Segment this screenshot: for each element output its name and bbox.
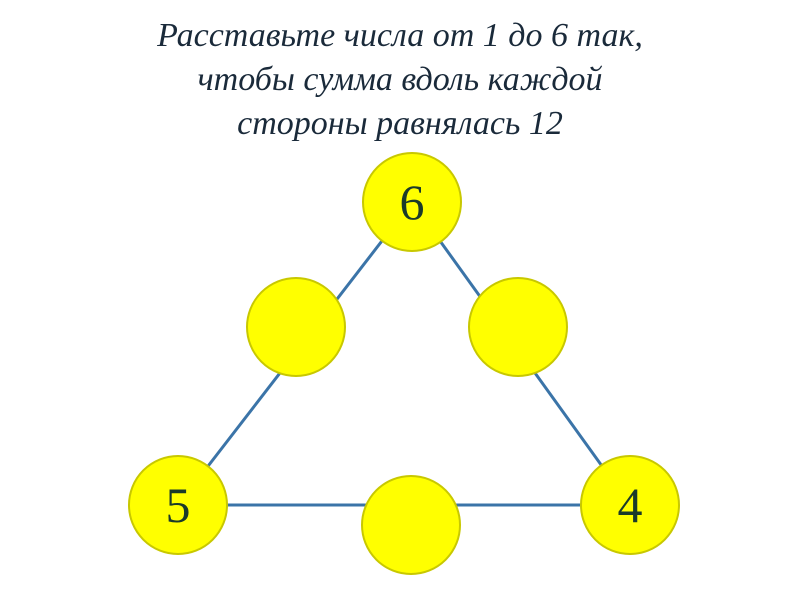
node-label: 5 <box>166 476 191 534</box>
title-line-3: стороны равнялась 12 <box>237 105 563 142</box>
title-line-1: Расставьте числа от 1 до 6 так, <box>157 17 643 54</box>
node-bottom_right: 4 <box>580 455 680 555</box>
title-line-2: чтобы сумма вдоль каждой <box>197 61 602 98</box>
node-label: 6 <box>400 173 425 231</box>
node-mid_right <box>468 277 568 377</box>
node-top: 6 <box>362 152 462 252</box>
node-bottom_left: 5 <box>128 455 228 555</box>
node-mid_left <box>246 277 346 377</box>
puzzle-title: Расставьте числа от 1 до 6 так, чтобы су… <box>0 0 800 147</box>
node-label: 4 <box>618 476 643 534</box>
node-bottom_mid <box>361 475 461 575</box>
triangle-diagram: 6 5 4 <box>0 147 800 577</box>
